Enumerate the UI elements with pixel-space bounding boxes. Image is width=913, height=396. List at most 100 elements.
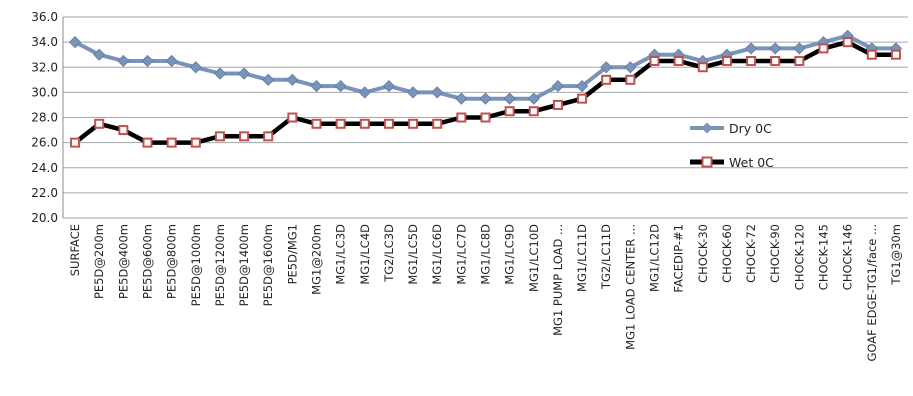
data-point-dry <box>141 54 154 68</box>
data-point-wet <box>335 118 346 129</box>
x-tick-label: MG1/LC8D <box>479 224 493 285</box>
data-point-wet <box>721 55 732 66</box>
data-point-wet <box>504 106 515 117</box>
x-tick-label: PE5D@1000m <box>189 224 203 306</box>
y-axis-ticks: 36.0 34.0 32.0 30.0 28.0 26.0 24.0 22.0 20.0 <box>31 10 58 225</box>
data-point-wet <box>383 118 394 129</box>
y-tick-label: 34.0 <box>31 35 58 49</box>
data-point-wet <box>746 55 757 66</box>
data-point-wet <box>528 106 539 117</box>
y-tick-label: 32.0 <box>31 60 58 74</box>
data-point-dry <box>286 73 299 86</box>
data-point-dry <box>431 86 444 99</box>
x-tick-label: PE5D@800m <box>165 224 179 299</box>
y-tick-label: 22.0 <box>31 186 58 200</box>
data-point-dry <box>455 92 468 105</box>
x-tick-label: MG1/LC12D <box>648 224 662 292</box>
data-point-dry <box>576 80 589 93</box>
x-tick-label: MG1 PUMP LOAD ... <box>551 224 565 336</box>
x-tick-label: PE5D@600m <box>141 224 155 299</box>
data-point-wet <box>239 131 250 142</box>
data-point-wet <box>649 55 660 66</box>
data-point-dry <box>262 73 275 86</box>
series-lines <box>69 29 902 148</box>
data-point-wet <box>456 112 467 123</box>
legend-label-dry: Dry 0C <box>729 121 772 136</box>
data-point-wet <box>118 125 129 136</box>
y-tick-label: 30.0 <box>31 85 58 99</box>
x-tick-label: CHOCK-30 <box>696 224 710 283</box>
data-point-wet <box>601 74 612 85</box>
x-axis-ticks: SURFACE PE5D@200m PE5D@400m PE5D@600m PE5D@8… <box>68 224 903 362</box>
y-tick-label: 36.0 <box>31 10 58 24</box>
legend-item-wet: Wet 0C <box>690 155 774 170</box>
data-point-wet <box>263 131 274 142</box>
x-tick-label: PE5D@1400m <box>237 224 251 306</box>
x-tick-label: MG1/LC3D <box>334 224 348 285</box>
x-tick-label: MG1/LC4D <box>358 224 372 285</box>
x-tick-label: CHOCK-90 <box>768 224 782 283</box>
data-point-dry <box>238 67 251 80</box>
data-point-dry <box>769 42 782 55</box>
data-point-dry <box>624 61 637 74</box>
data-point-wet <box>625 74 636 85</box>
data-point-dry <box>479 92 492 105</box>
x-tick-label: MG1/LC5D <box>406 224 420 285</box>
data-point-wet <box>577 93 588 104</box>
x-tick-label: CHOCK-146 <box>841 224 855 290</box>
data-point-wet <box>190 137 201 148</box>
x-tick-label: MG1/LC7D <box>454 224 468 285</box>
x-tick-label: CHOCK-120 <box>792 224 806 290</box>
data-point-dry <box>600 61 613 74</box>
legend-item-dry: Dry 0C <box>690 121 772 136</box>
data-point-wet <box>142 137 153 148</box>
data-point-wet <box>480 112 491 123</box>
data-point-dry <box>407 86 420 99</box>
data-point-wet <box>214 131 225 142</box>
x-tick-label: MG1@200m <box>310 224 324 295</box>
y-tick-label: 26.0 <box>31 136 58 150</box>
data-point-wet <box>818 43 829 54</box>
x-tick-label: TG1@30m <box>889 224 903 286</box>
y-tick-label: 24.0 <box>31 161 58 175</box>
data-point-wet <box>842 37 853 48</box>
data-point-wet <box>770 55 781 66</box>
data-point-wet <box>287 112 298 123</box>
data-point-dry <box>165 54 178 68</box>
data-point-wet <box>70 137 81 148</box>
x-tick-label: MG1/LC6D <box>430 224 444 285</box>
data-point-dry <box>213 67 226 80</box>
data-point-wet <box>166 137 177 148</box>
x-tick-label: TG2/LC11D <box>599 224 613 290</box>
y-tick-label: 28.0 <box>31 111 58 125</box>
data-point-wet <box>552 99 563 110</box>
x-tick-label: CHOCK-60 <box>720 224 734 283</box>
legend-marker-dry <box>701 122 713 134</box>
data-point-wet <box>890 49 901 60</box>
x-tick-label: FACEDIP-#1 <box>672 224 686 293</box>
data-point-dry <box>69 36 82 49</box>
legend-marker-wet <box>701 156 713 168</box>
y-tick-label: 20.0 <box>31 211 58 225</box>
data-point-wet <box>794 55 805 66</box>
data-point-wet <box>311 118 322 129</box>
x-tick-label: PE5D@1200m <box>213 224 227 306</box>
data-point-dry <box>358 86 371 99</box>
data-point-dry <box>503 92 516 105</box>
data-point-wet <box>673 55 684 66</box>
data-point-wet <box>359 118 370 129</box>
legend: Dry 0C Wet 0C <box>690 121 774 170</box>
data-point-dry <box>382 80 395 93</box>
data-point-dry <box>527 92 540 105</box>
x-tick-label: TG2/LC3D <box>382 224 396 283</box>
data-point-dry <box>551 80 564 93</box>
data-point-dry <box>334 80 347 93</box>
data-point-dry <box>117 54 130 68</box>
data-point-wet <box>866 49 877 60</box>
data-point-dry <box>189 61 202 74</box>
x-tick-label: MG1/LC9D <box>503 224 517 285</box>
data-point-dry <box>310 80 323 93</box>
x-tick-label: SURFACE <box>68 224 82 276</box>
